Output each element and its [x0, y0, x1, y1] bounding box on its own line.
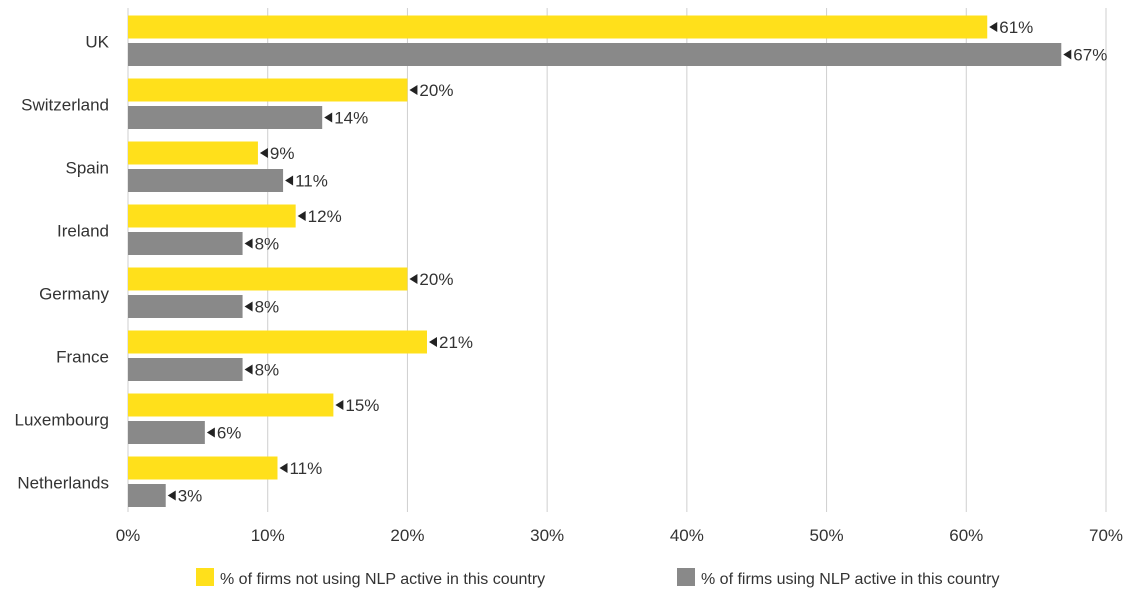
- data-label: 14%: [334, 109, 368, 128]
- data-label-pointer: [409, 274, 418, 284]
- data-label: 3%: [178, 487, 203, 506]
- data-label: 20%: [419, 81, 453, 100]
- bar-not-using-nlp: [128, 141, 258, 165]
- data-label-pointer: [244, 364, 253, 375]
- data-label: 67%: [1073, 46, 1107, 65]
- legend-swatch: [196, 568, 214, 586]
- category-labels: UK Switzerland Spain Ireland Germany France Lu…: [14, 33, 109, 493]
- data-label: 8%: [255, 235, 280, 254]
- data-label-pointer: [259, 148, 268, 158]
- data-label: 20%: [419, 270, 453, 289]
- data-label: 11%: [295, 172, 328, 191]
- bar-not-using-nlp: [128, 204, 296, 228]
- data-label: 8%: [255, 298, 280, 317]
- legend-label: % of firms using NLP active in this coun…: [701, 571, 1000, 588]
- bar-using-nlp: [128, 358, 243, 381]
- data-label: 61%: [999, 18, 1033, 37]
- data-label: 9%: [270, 144, 295, 163]
- bar-using-nlp: [128, 421, 205, 444]
- data-label-pointer: [297, 211, 306, 221]
- category-label: Ireland: [57, 222, 109, 241]
- category-label: Luxembourg: [14, 411, 109, 430]
- data-label-pointer: [1063, 49, 1072, 60]
- data-label: 21%: [439, 333, 473, 352]
- data-label: 12%: [308, 207, 342, 226]
- data-label-pointer: [244, 301, 253, 312]
- x-tick-label: 30%: [530, 526, 564, 545]
- bar-using-nlp: [128, 484, 166, 507]
- data-label: 15%: [345, 396, 379, 415]
- x-tick-label: 60%: [949, 526, 983, 545]
- category-label: Netherlands: [17, 474, 109, 493]
- bar-not-using-nlp: [128, 78, 408, 102]
- category-label: Switzerland: [21, 96, 109, 115]
- bar-using-nlp: [128, 106, 323, 129]
- category-label: Spain: [66, 159, 109, 178]
- category-label: UK: [85, 33, 109, 52]
- data-label: 11%: [289, 459, 322, 478]
- data-label-pointer: [335, 400, 344, 410]
- data-label-pointer: [206, 427, 215, 438]
- x-tick-label: 20%: [390, 526, 424, 545]
- data-label-pointer: [285, 175, 294, 186]
- data-label-pointer: [279, 463, 288, 473]
- bar-not-using-nlp: [128, 456, 278, 480]
- category-label: Germany: [39, 285, 109, 304]
- legend-label: % of firms not using NLP active in this …: [220, 571, 545, 588]
- data-label-pointer: [409, 85, 418, 95]
- legend: % of firms not using NLP active in this …: [196, 568, 1000, 588]
- data-label: 6%: [217, 424, 242, 443]
- category-label: France: [56, 348, 109, 367]
- bars: 61%67%20%14%9%11%12%8%20%8%21%8%15%6%11%…: [128, 15, 1107, 507]
- bar-using-nlp: [128, 169, 284, 192]
- bar-not-using-nlp: [128, 15, 988, 39]
- data-label-pointer: [989, 22, 998, 32]
- bar-using-nlp: [128, 295, 243, 318]
- bar-not-using-nlp: [128, 267, 408, 291]
- bar-not-using-nlp: [128, 393, 334, 417]
- data-label-pointer: [244, 238, 253, 249]
- legend-swatch: [677, 568, 695, 586]
- data-label-pointer: [324, 112, 333, 123]
- x-axis-ticks: 0% 10% 20% 30% 40% 50% 60% 70%: [116, 526, 1123, 545]
- x-tick-label: 50%: [810, 526, 844, 545]
- bar-using-nlp: [128, 43, 1062, 66]
- bar-using-nlp: [128, 232, 243, 255]
- x-tick-label: 40%: [670, 526, 704, 545]
- bar-not-using-nlp: [128, 330, 427, 354]
- data-label-pointer: [428, 337, 437, 347]
- data-label-pointer: [167, 490, 176, 501]
- x-tick-label: 0%: [116, 526, 141, 545]
- x-tick-label: 70%: [1089, 526, 1123, 545]
- data-label: 8%: [255, 361, 280, 380]
- x-tick-label: 10%: [251, 526, 285, 545]
